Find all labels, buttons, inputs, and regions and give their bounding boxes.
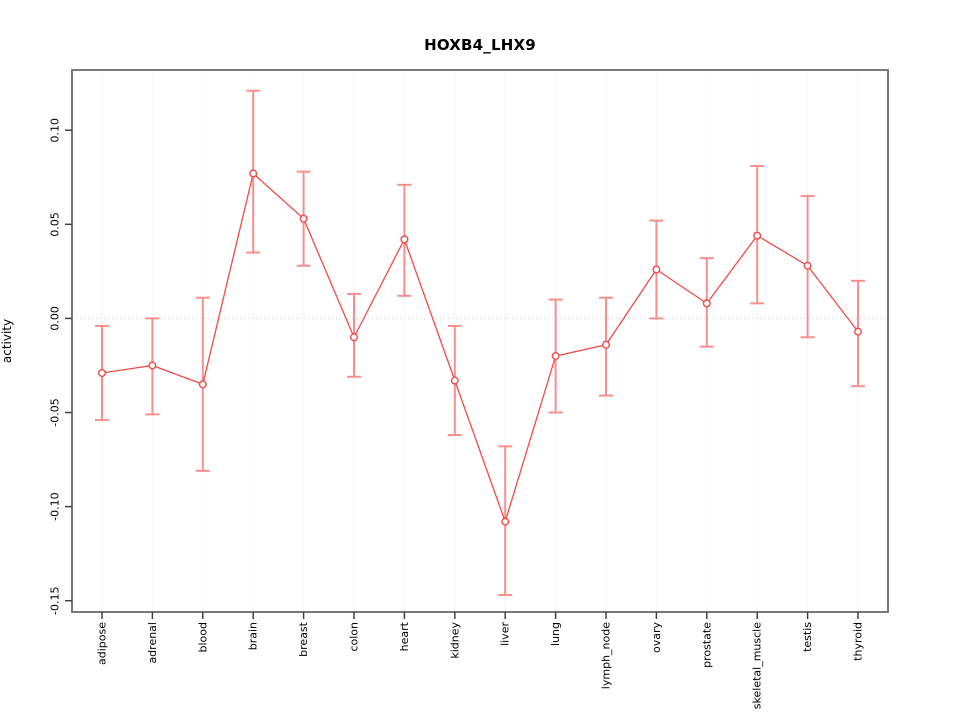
x-tick-label: skeletal_muscle: [751, 622, 764, 709]
data-point-liver: [501, 517, 510, 526]
x-tick-label: adrenal: [146, 622, 159, 664]
x-tick-label: kidney: [448, 622, 461, 659]
x-tick-label: prostate: [700, 622, 713, 668]
data-point-lung: [551, 352, 560, 361]
data-point-brain: [249, 169, 258, 178]
data-point-lymph_node: [602, 340, 611, 349]
y-tick-label: -0.05: [49, 398, 62, 426]
data-point-testis: [803, 261, 812, 270]
x-tick-label: breast: [297, 621, 310, 657]
y-tick-label: -0.15: [49, 586, 62, 614]
x-tick-label: brain: [247, 622, 260, 650]
x-tick-label: lymph_node: [600, 622, 613, 689]
plot-frame: [71, 69, 889, 613]
data-point-kidney: [450, 376, 459, 385]
data-point-skeletal_muscle: [753, 231, 762, 240]
x-tick-label: adipose: [96, 622, 109, 665]
x-tick-label: lung: [549, 622, 562, 646]
data-point-breast: [299, 214, 308, 223]
data-point-adrenal: [148, 361, 157, 370]
data-point-prostate: [702, 299, 711, 308]
data-point-adipose: [97, 368, 106, 377]
data-line: [101, 172, 859, 524]
data-point-colon: [350, 333, 359, 342]
x-tick-label: ovary: [650, 622, 663, 654]
x-tick-label: heart: [398, 621, 411, 651]
data-point-heart: [400, 235, 409, 244]
x-tick-label: colon: [348, 622, 361, 652]
x-tick-label: testis: [801, 622, 814, 652]
data-point-ovary: [652, 265, 661, 274]
x-tick-label: blood: [196, 622, 209, 652]
y-tick-label: 0.00: [49, 306, 62, 331]
y-tick-label: -0.10: [49, 492, 62, 520]
chart-title: HOXB4_LHX9: [424, 36, 536, 54]
data-point-blood: [198, 380, 207, 389]
data-point-thyroid: [854, 327, 863, 336]
y-tick-label: 0.10: [49, 118, 62, 143]
x-tick-label: thyroid: [852, 622, 865, 661]
x-tick-label: liver: [499, 622, 512, 646]
y-tick-label: 0.05: [49, 212, 62, 237]
